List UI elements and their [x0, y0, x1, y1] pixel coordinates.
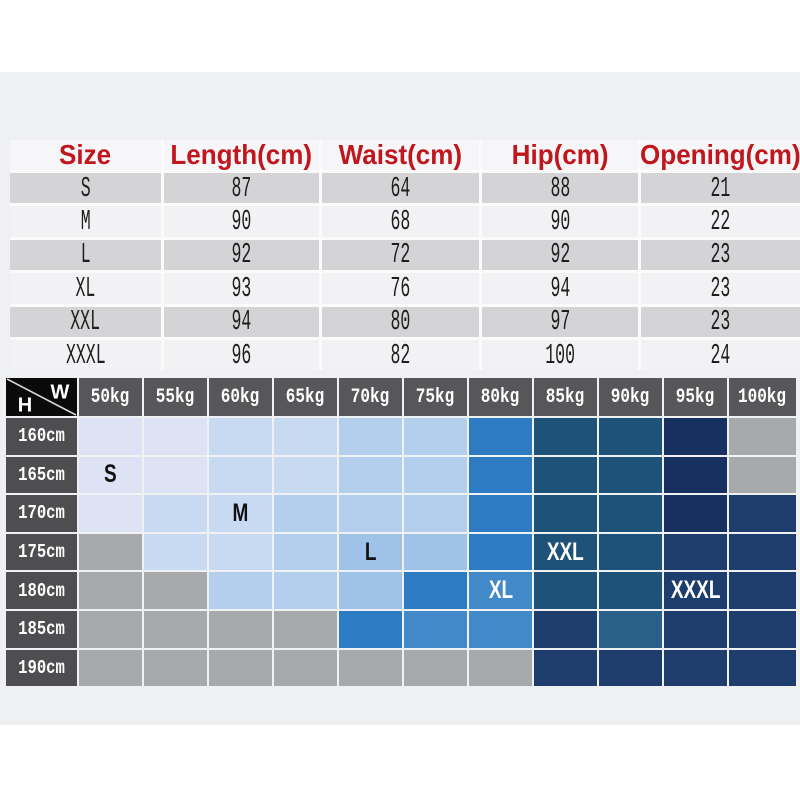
svg-text:H: H: [18, 395, 32, 417]
svg-text:W: W: [51, 382, 70, 404]
